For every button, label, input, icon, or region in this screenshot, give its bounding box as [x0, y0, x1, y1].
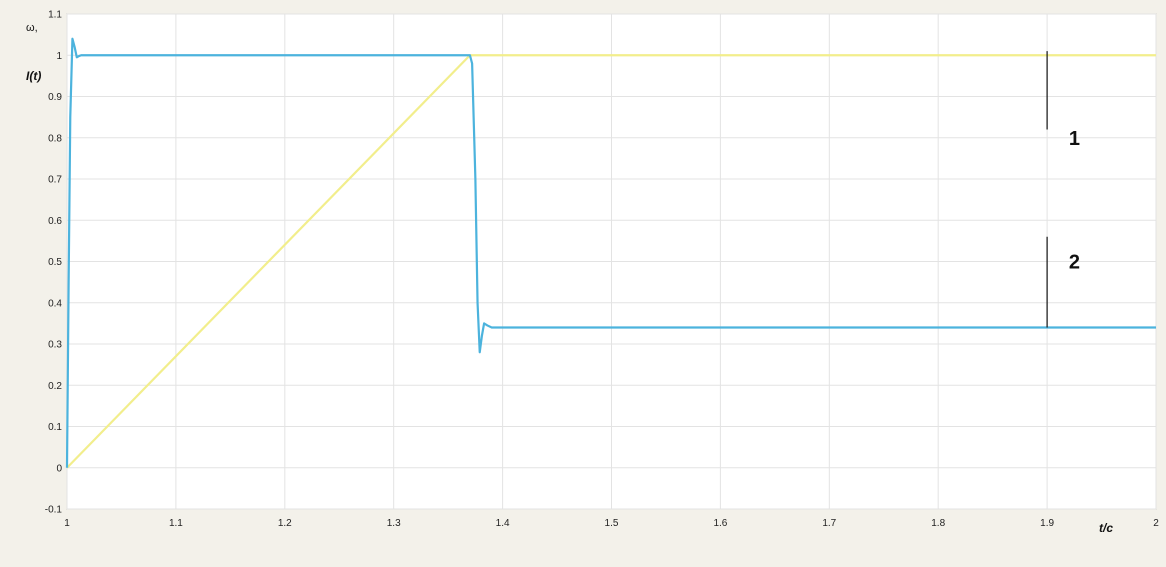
- y-tick-label: 0.2: [48, 381, 62, 392]
- y-tick-label: -0.1: [45, 505, 63, 516]
- tick-labels: 1 1.1 1.2 1.3 1.4 1.5 1.6 1.7 1.8 1.9 2 -0.1 0 0.1 0.2…: [45, 10, 1159, 530]
- y-tick-label: 0.7: [48, 175, 62, 186]
- series-lines: [65, 37, 1156, 469]
- x-tick-label: 1.6: [713, 518, 727, 529]
- y-axis-label-line1: ω,: [26, 22, 38, 34]
- y-tick-label: 0: [56, 463, 62, 474]
- x-tick-label: 1.3: [387, 518, 401, 529]
- x-tick-label: 1.8: [931, 518, 945, 529]
- series-line-1: [65, 37, 1156, 468]
- y-axis-label-line2: I(t): [26, 69, 41, 83]
- y-tick-label: 0.3: [48, 340, 62, 351]
- y-tick-label: 0.8: [48, 133, 62, 144]
- y-tick-label: 0.6: [48, 216, 62, 227]
- x-tick-label: 1: [64, 518, 70, 529]
- x-tick-label: 1.4: [496, 518, 510, 529]
- x-tick-label: 1.7: [822, 518, 836, 529]
- x-tick-label: 1.5: [605, 518, 619, 529]
- y-tick-label: 0.4: [48, 298, 62, 309]
- x-tick-label: 1.2: [278, 518, 292, 529]
- y-tick-label: 0.9: [48, 92, 62, 103]
- x-tick-label: 1.1: [169, 518, 183, 529]
- y-tick-label: 1.1: [48, 10, 62, 21]
- x-tick-label: 2: [1153, 518, 1159, 529]
- y-tick-label: 1: [56, 51, 62, 62]
- annotation-label: 1: [1069, 128, 1080, 150]
- annotation-label: 2: [1069, 252, 1080, 274]
- y-tick-label: 0.1: [48, 422, 62, 433]
- annotations: 12: [1046, 51, 1080, 328]
- x-axis-label: t/c: [1099, 521, 1113, 535]
- y-tick-label: 0.5: [48, 257, 62, 268]
- x-tick-label: 1.9: [1040, 518, 1054, 529]
